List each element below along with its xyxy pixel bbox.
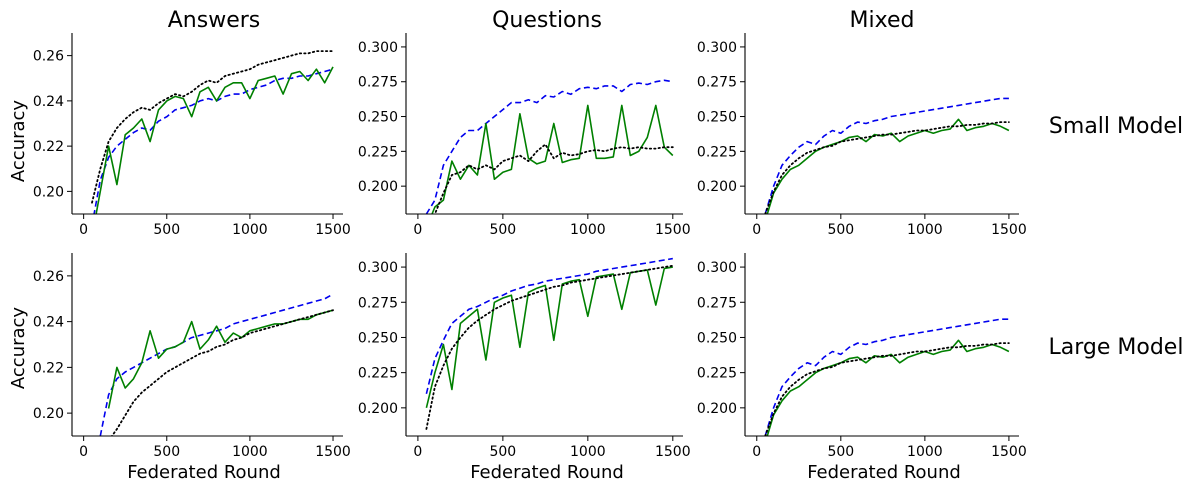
row-label-large-model: Large Model (1049, 335, 1184, 360)
series-line-solid (431, 104, 674, 214)
y-tick-label: 0.26 (33, 269, 64, 285)
y-tick-label: 0.275 (358, 75, 398, 91)
x-tick-label: 0 (413, 222, 422, 238)
x-tick-label: 1500 (991, 222, 1027, 238)
x-tick-label: 0 (79, 444, 88, 460)
y-tick-label: 0.300 (697, 40, 737, 56)
y-tick-label: 0.250 (358, 110, 398, 126)
x-tick-label: 1000 (907, 222, 943, 238)
y-tick-label: 0.22 (33, 360, 64, 376)
x-tick-label: 1500 (991, 444, 1027, 460)
series-line-dotted (764, 121, 1010, 214)
y-tick-label: 0.20 (33, 406, 64, 422)
series-line-dashed (764, 318, 1009, 436)
x-tick-label: 1500 (655, 444, 691, 460)
x-tick-label: 500 (153, 222, 180, 238)
series-line-dashed (99, 293, 334, 436)
panel-large-model-questions: 0 500 1000 1500 0.200 0.225 0.250 0.275 0.300 (358, 253, 691, 460)
y-tick-label: 0.275 (697, 295, 737, 311)
y-tick-label: 0.200 (697, 401, 737, 417)
y-tick-label: 0.225 (358, 144, 398, 160)
series-line-dashed (93, 68, 334, 214)
series-line-solid (107, 309, 334, 409)
panel-large-model-answers: 0 500 1000 1500 0.20 0.22 0.24 0.26 (33, 253, 351, 460)
panel-small-model-mixed: 0 500 1000 1500 0.200 0.225 0.250 0.275 0.300 (697, 33, 1027, 238)
y-tick-label: 0.24 (33, 94, 64, 110)
series-line-dotted (764, 342, 1010, 436)
y-tick-label: 0.225 (697, 144, 737, 160)
y-tick-label: 0.26 (33, 49, 64, 65)
x-tick-label: 1000 (232, 444, 268, 460)
x-tick-label: 500 (153, 444, 180, 460)
x-axis-label-mixed: Federated Round (807, 462, 961, 483)
y-tick-label: 0.300 (358, 40, 398, 56)
x-tick-label: 500 (489, 222, 516, 238)
series-line-dashed (425, 79, 673, 214)
y-tick-label: 0.200 (697, 179, 737, 195)
x-tick-label: 0 (752, 222, 761, 238)
x-tick-label: 1000 (570, 444, 606, 460)
panel-large-model-mixed: 0 500 1000 1500 0.200 0.225 0.250 0.275 0.300 (697, 253, 1027, 460)
x-tick-label: 1500 (315, 444, 351, 460)
x-tick-label: 1500 (315, 222, 351, 238)
column-title-answers: Answers (168, 8, 261, 33)
series-line-dotted (91, 50, 334, 204)
y-tick-label: 0.225 (358, 366, 398, 382)
row-label-small-model: Small Model (1049, 114, 1183, 139)
x-tick-label: 0 (752, 444, 761, 460)
x-tick-label: 500 (827, 444, 854, 460)
y-axis-label-top: Accuracy (8, 100, 29, 183)
series-line-dotted (110, 309, 334, 436)
y-tick-label: 0.250 (358, 330, 398, 346)
x-tick-label: 1000 (907, 444, 943, 460)
panel-small-model-answers: 0 500 1000 1500 0.20 0.22 0.24 0.26 (33, 33, 351, 238)
y-tick-label: 0.225 (697, 366, 737, 382)
x-tick-label: 0 (79, 222, 88, 238)
y-axis-label-bottom: Accuracy (8, 307, 29, 390)
x-tick-label: 0 (413, 444, 422, 460)
y-tick-label: 0.20 (33, 184, 64, 200)
x-tick-label: 500 (489, 444, 516, 460)
column-title-questions: Questions (492, 8, 602, 33)
y-tick-label: 0.250 (697, 110, 737, 126)
y-tick-label: 0.200 (358, 401, 398, 417)
y-tick-label: 0.300 (358, 260, 398, 276)
x-axis-label-questions: Federated Round (470, 462, 624, 483)
x-tick-label: 1000 (570, 222, 606, 238)
column-title-mixed: Mixed (850, 8, 915, 33)
series-line-dotted (433, 143, 674, 214)
x-tick-label: 1000 (232, 222, 268, 238)
panel-small-model-questions: 0 500 1000 1500 0.200 0.225 0.250 0.275 0.300 (358, 33, 691, 238)
series-line-dashed (764, 97, 1009, 214)
y-tick-label: 0.22 (33, 139, 64, 155)
y-tick-label: 0.24 (33, 315, 64, 331)
series-line-dotted (425, 264, 674, 430)
chart-panels: 0 500 1000 1500 0.20 0.22 0.24 0.26 0 500 1000 1500… (33, 33, 1027, 460)
series-line-dashed (425, 257, 673, 394)
x-tick-label: 1500 (655, 222, 691, 238)
y-tick-label: 0.250 (697, 330, 737, 346)
x-axis-label-answers: Federated Round (127, 462, 281, 483)
y-tick-label: 0.200 (358, 179, 398, 195)
y-tick-label: 0.300 (697, 260, 737, 276)
y-tick-label: 0.275 (697, 75, 737, 91)
series-line-solid (95, 66, 334, 214)
y-tick-label: 0.275 (358, 295, 398, 311)
x-tick-label: 500 (827, 222, 854, 238)
